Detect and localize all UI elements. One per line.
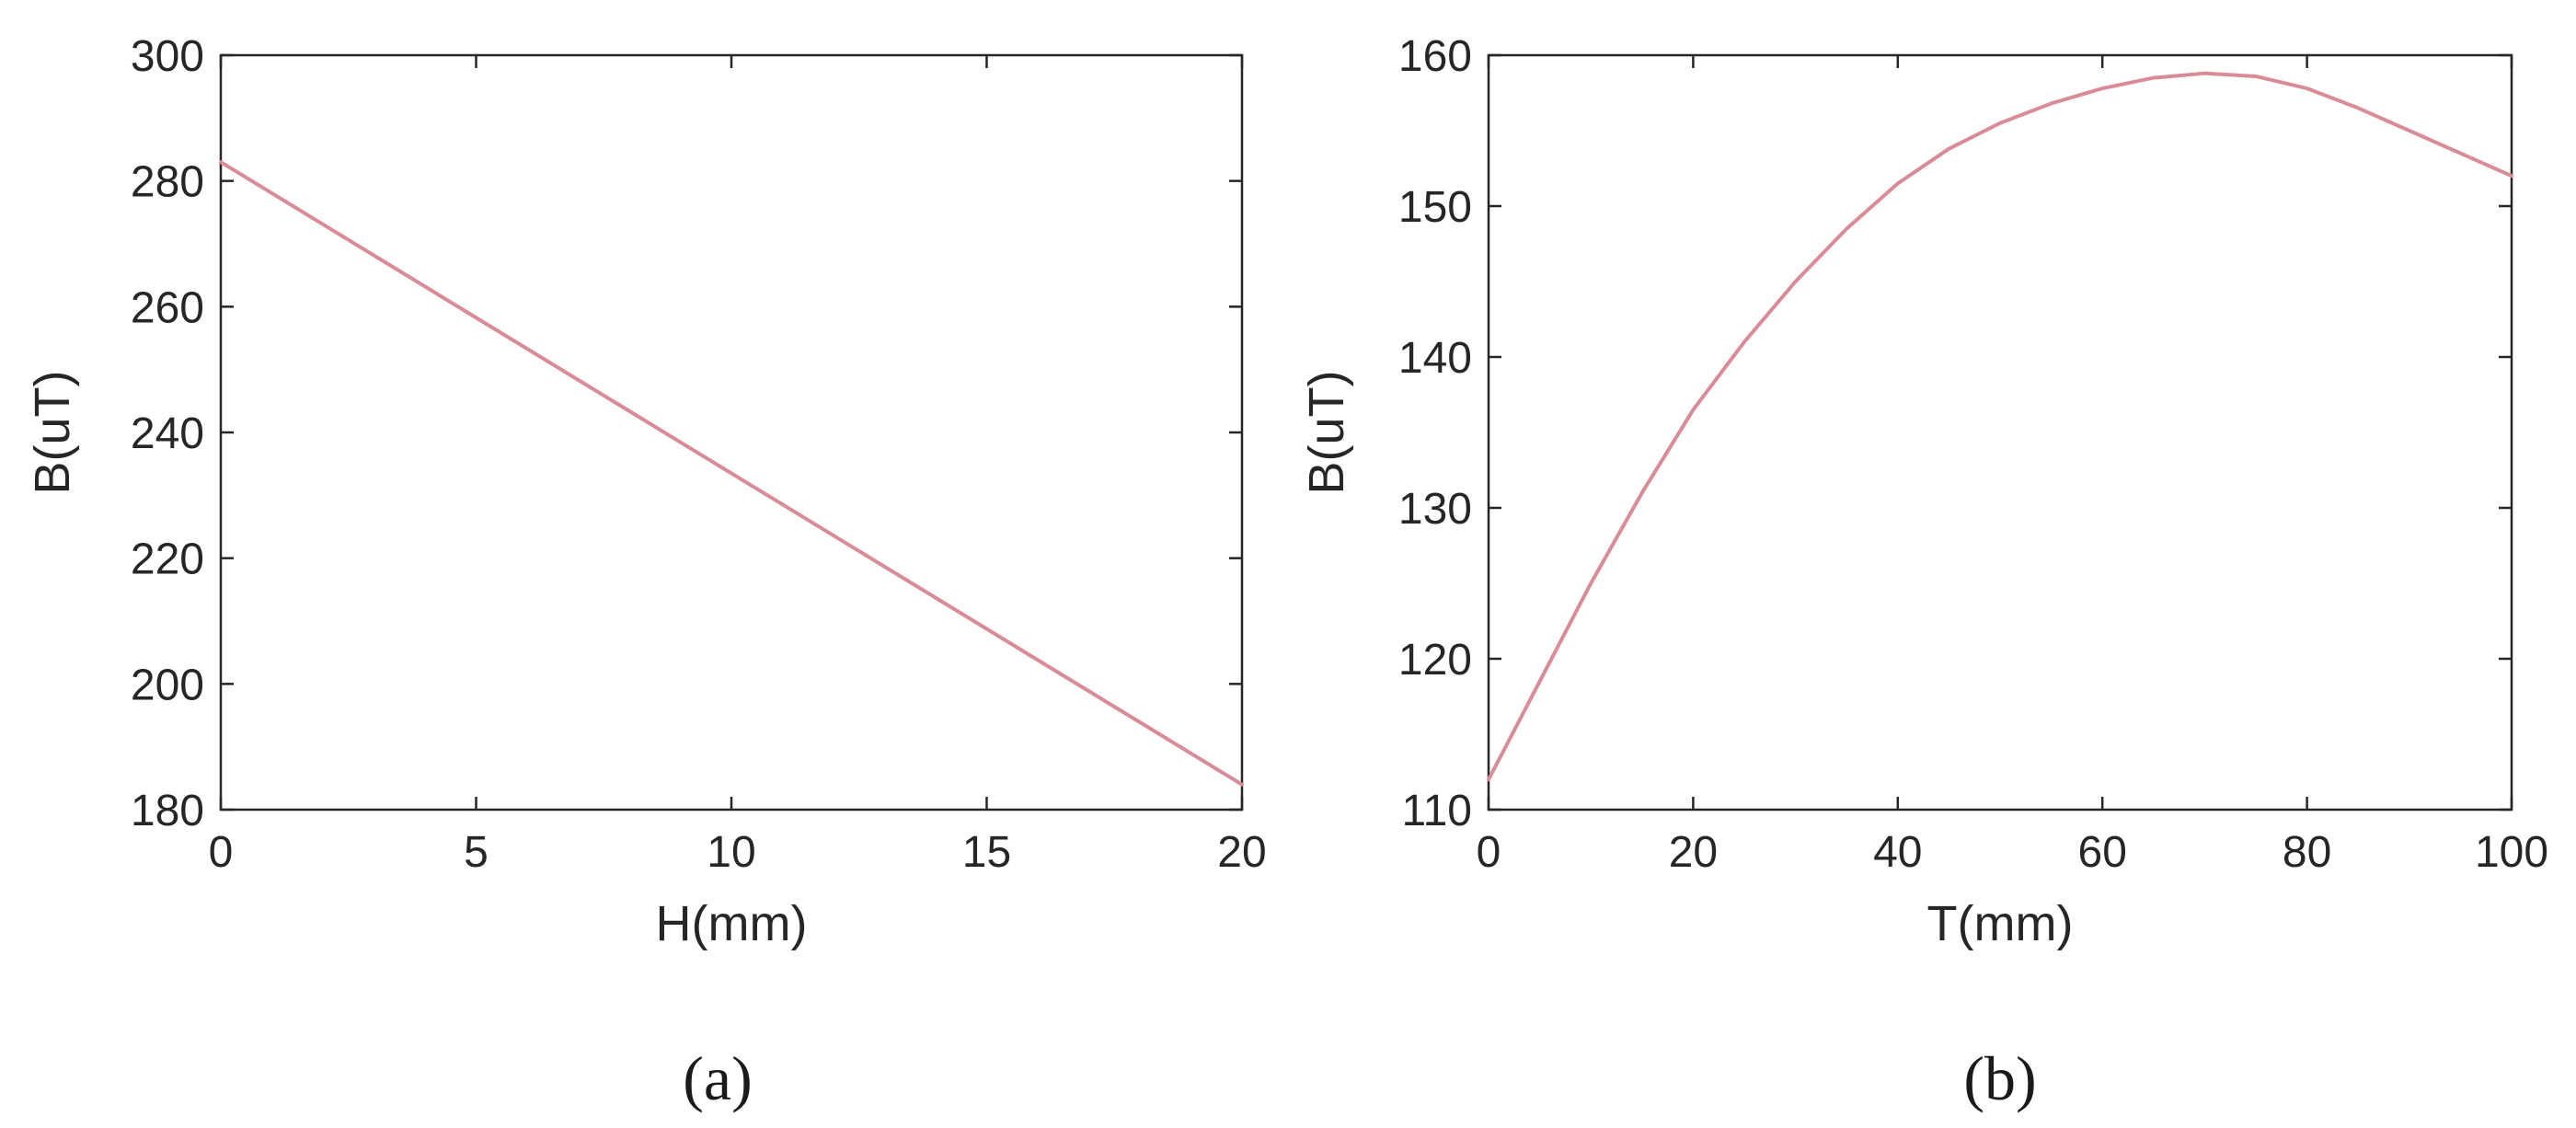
y-tick-label: 260: [131, 283, 204, 332]
x-tick-label: 10: [707, 828, 755, 877]
x-axis-title: T(mm): [1927, 896, 2074, 951]
chart-panel-b: 0 20 40 60 80 100 110 120 130 140 150 160 T(mm) B(uT)…: [1299, 32, 2548, 1113]
x-axis-title: H(mm): [656, 896, 808, 951]
x-tick-label: 15: [962, 828, 1011, 877]
y-tick-label: 150: [1398, 183, 1472, 232]
plot-area-frame: [1487, 53, 2513, 811]
x-tick-label: 5: [464, 828, 489, 877]
panel-label: (a): [683, 1043, 752, 1113]
series-line: [1487, 71, 2513, 782]
x-tick-label: 20: [1217, 828, 1266, 877]
y-tick-label: 120: [1398, 636, 1472, 685]
series-line: [219, 160, 1244, 787]
y-tick-label: 240: [131, 409, 204, 458]
y-tick-label: 140: [1398, 334, 1472, 383]
y-tick-label: 220: [131, 535, 204, 584]
y-tick-label: 110: [1401, 787, 1472, 835]
y-tick-label: 200: [131, 661, 204, 709]
x-tick-label: 80: [2283, 828, 2331, 877]
x-tick-label: 60: [2078, 828, 2127, 877]
y-tick-label: 180: [131, 787, 204, 835]
panel-label: (b): [1963, 1043, 2036, 1113]
y-tick-label: 300: [131, 32, 204, 81]
y-axis-title: B(uT): [25, 371, 80, 495]
x-tick-label: 20: [1669, 828, 1718, 877]
x-tick-label: 0: [209, 828, 234, 877]
x-tick-label: 40: [1873, 828, 1922, 877]
chart-panel-a: 0 5 10 15 20 180 200 220 240 260 280 300 H(mm) B(uT) (…: [25, 32, 1267, 1113]
y-tick-label: 280: [131, 158, 204, 207]
y-tick-label: 160: [1398, 32, 1472, 81]
x-tick-label: 0: [1477, 828, 1501, 877]
x-tick-label: 100: [2475, 828, 2548, 877]
y-axis-title: B(uT): [1299, 371, 1354, 495]
plot-area-frame: [219, 53, 1244, 811]
y-tick-label: 130: [1398, 485, 1472, 534]
